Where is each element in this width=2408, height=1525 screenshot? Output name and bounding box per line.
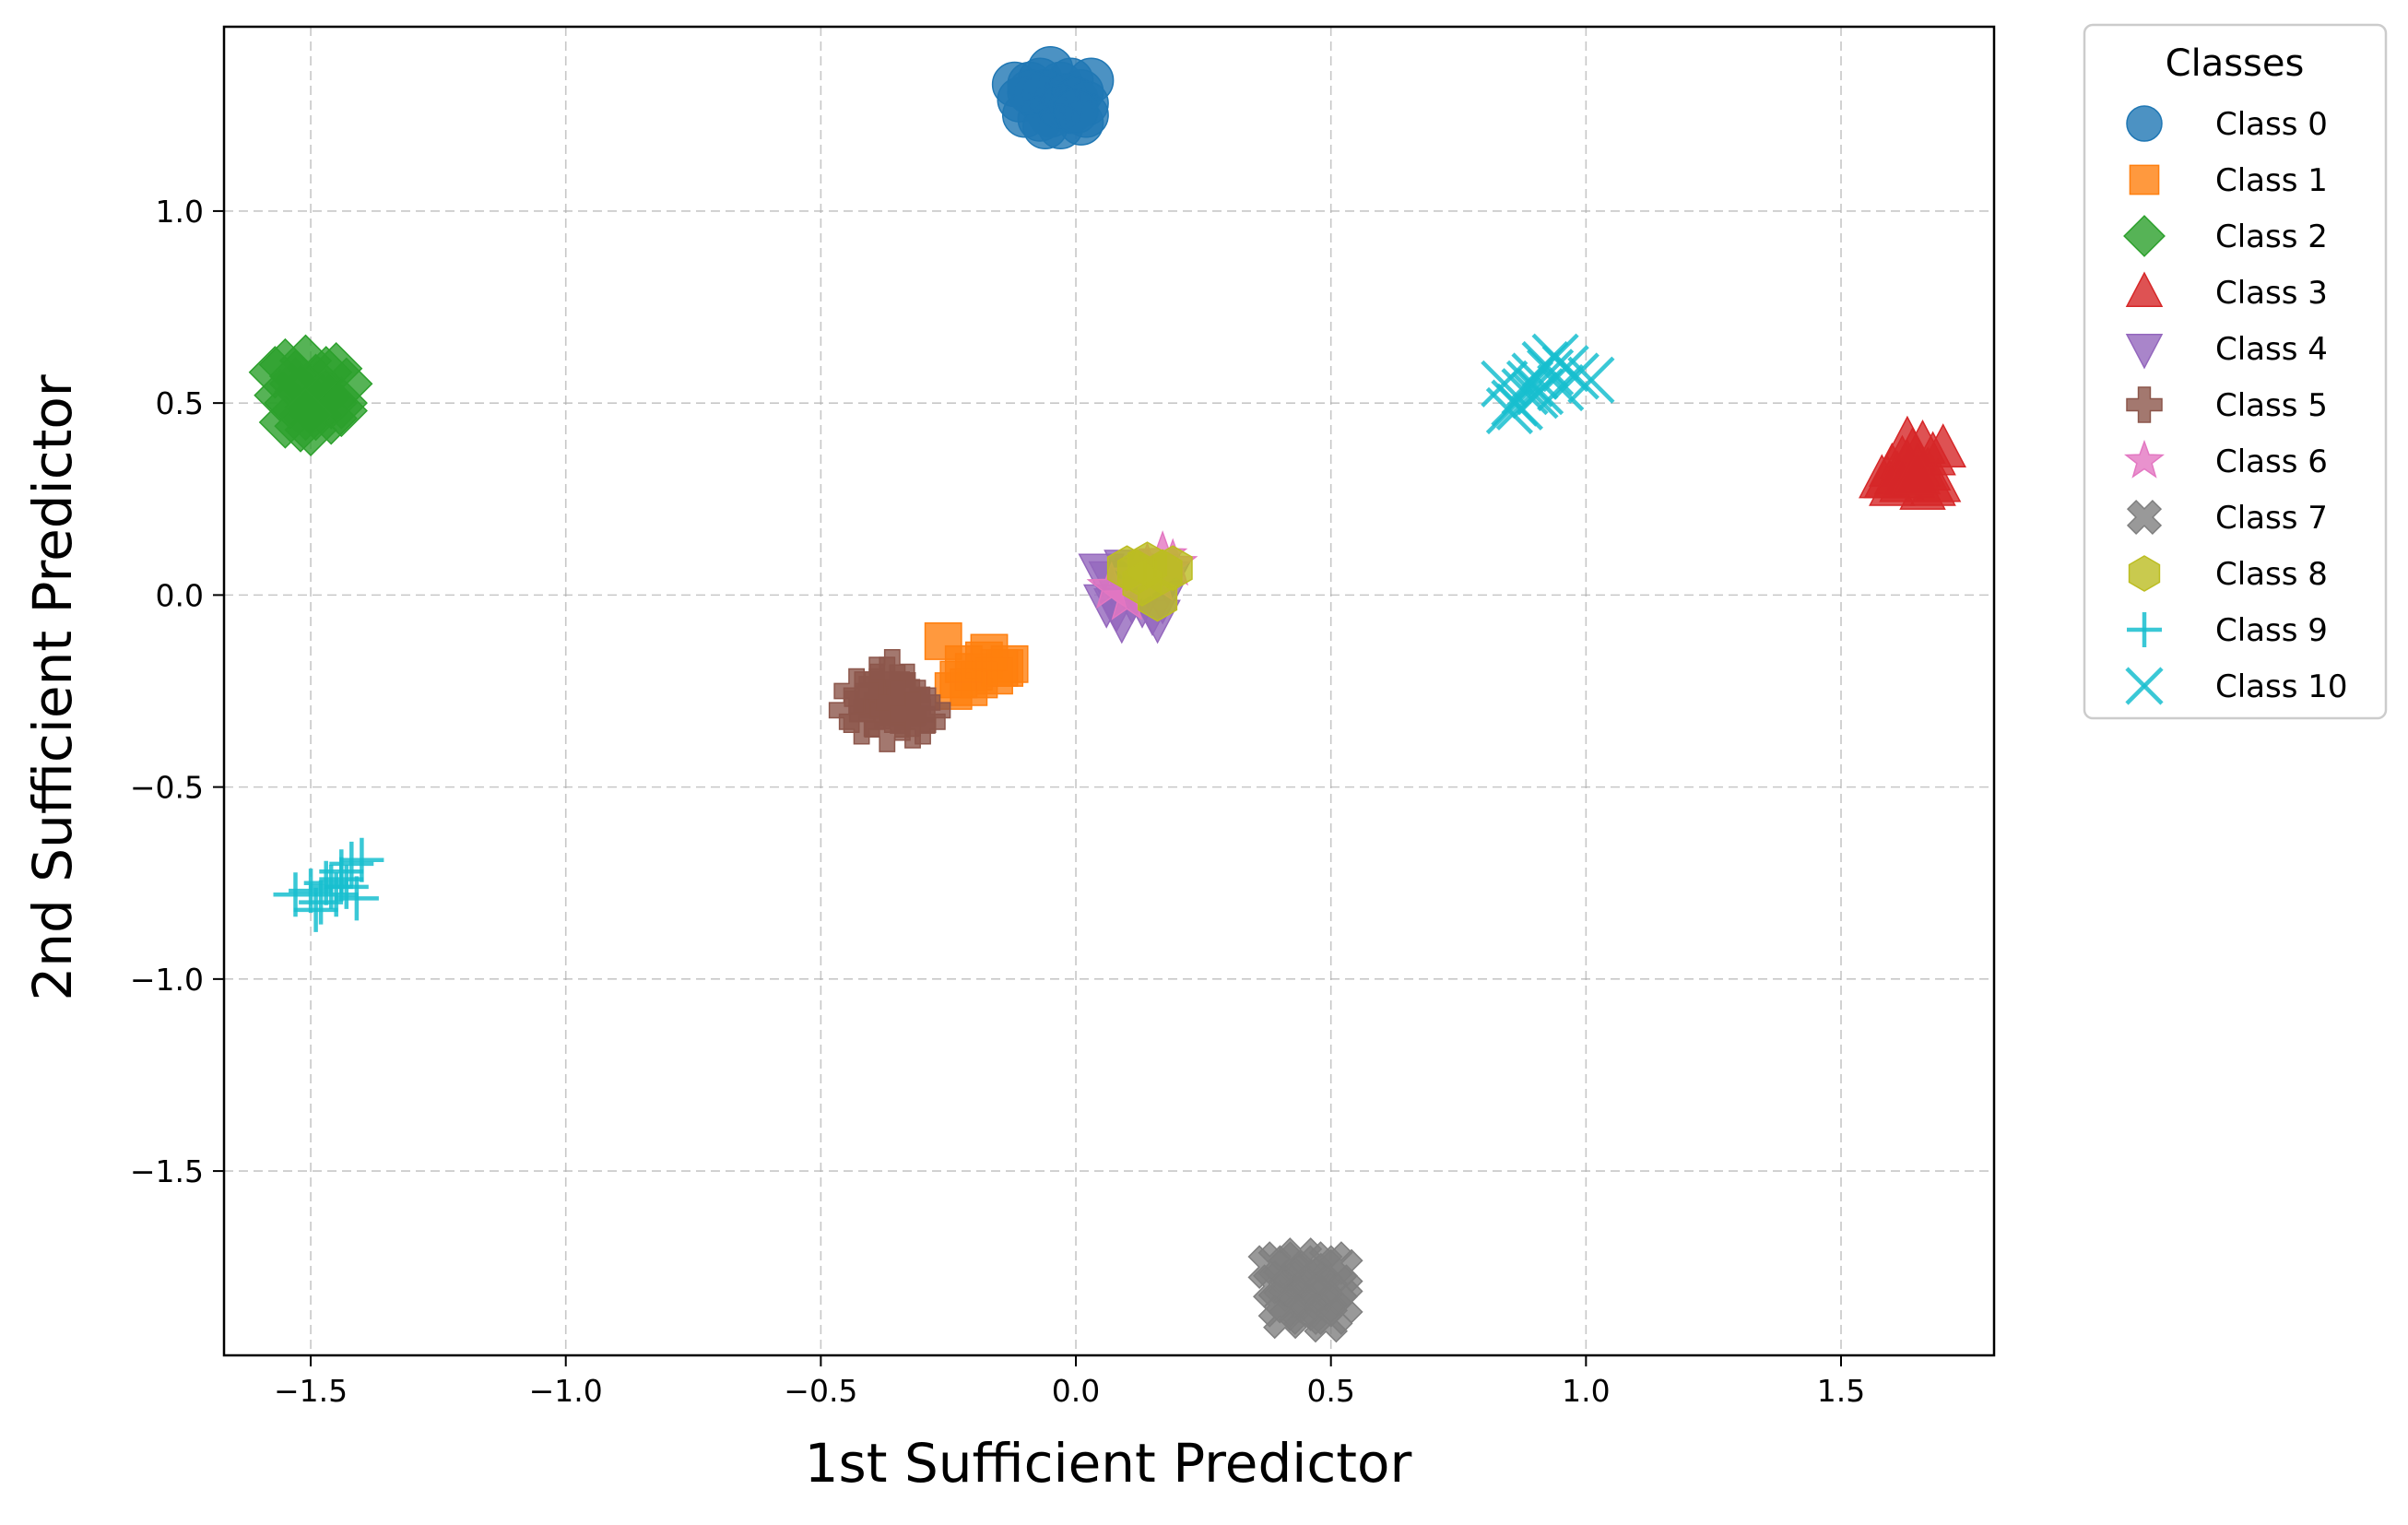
data-point xyxy=(1567,356,1615,404)
y-tick-label: 1.0 xyxy=(156,194,204,230)
data-point xyxy=(278,387,333,442)
legend-label: Class 5 xyxy=(2215,387,2328,424)
legend-label: Class 0 xyxy=(2215,106,2328,143)
series-class-10 xyxy=(1481,333,1615,435)
data-point xyxy=(1007,69,1053,115)
series-class-2 xyxy=(248,334,373,456)
plot-frame xyxy=(222,25,1996,1357)
marker-stroke xyxy=(1527,349,1575,396)
legend-item: Class 5 xyxy=(2126,386,2328,424)
series-class-0 xyxy=(991,46,1115,150)
y-tick-label: 0.5 xyxy=(156,385,204,421)
legend-marker xyxy=(2126,499,2163,536)
data-point xyxy=(1138,575,1178,622)
data-point xyxy=(329,841,374,886)
x-tick-label: 0.0 xyxy=(1052,1373,1100,1409)
legend-label: Class 6 xyxy=(2215,443,2328,480)
data-point xyxy=(970,633,1009,672)
legend-item: Class 3 xyxy=(2125,271,2328,312)
legend-label: Class 10 xyxy=(2215,668,2348,705)
x-tick-label: −0.5 xyxy=(784,1373,857,1409)
legend-label: Class 8 xyxy=(2215,556,2328,593)
legend-label: Class 7 xyxy=(2215,500,2328,537)
x-tick-label: 1.0 xyxy=(1562,1373,1610,1409)
legend-item: Class 4 xyxy=(2125,331,2328,370)
y-tick-label: −1.5 xyxy=(130,1153,204,1189)
legend-marker xyxy=(2129,164,2160,195)
legend-label: Class 2 xyxy=(2215,219,2328,255)
series-class-8 xyxy=(1106,541,1193,622)
data-point xyxy=(334,876,379,921)
data-point xyxy=(1511,372,1559,420)
legend-label: Class 9 xyxy=(2215,612,2328,649)
legend-marker xyxy=(2126,105,2163,142)
legend-marker xyxy=(2123,215,2166,257)
y-tick-label: 0.0 xyxy=(156,577,204,613)
data-point xyxy=(1883,415,1931,460)
series-class-7 xyxy=(1247,1237,1363,1343)
legend-title: Classes xyxy=(2166,42,2305,85)
series-class-5 xyxy=(828,648,951,752)
legend: Classes Class 0 Class 1 Class 2 Class 3 Clas… xyxy=(2083,23,2388,720)
legend-item: Class 9 xyxy=(2127,612,2328,649)
marker-stroke xyxy=(1485,386,1533,435)
legend-marker xyxy=(2124,439,2165,479)
legend-label: Class 3 xyxy=(2215,275,2328,312)
legend-item: Class 0 xyxy=(2126,105,2328,143)
marker-stroke xyxy=(1511,372,1559,420)
series-class-9 xyxy=(273,837,384,932)
x-tick-label: −1.5 xyxy=(274,1373,348,1409)
data-point xyxy=(1053,88,1099,135)
legend-item: Class 1 xyxy=(2129,162,2328,199)
data-point xyxy=(890,691,936,738)
legend-item: Class 7 xyxy=(2126,499,2328,537)
marker-stroke xyxy=(2125,667,2164,705)
data-point xyxy=(339,837,384,882)
axes: −1.5 −1.0 −0.5 0.0 0.5 1.0 1.5 1.0 0.5 0.0 −0.5 −1.… xyxy=(130,25,1996,1409)
legend-marker xyxy=(2125,334,2164,370)
legend-item: Class 8 xyxy=(2128,555,2328,593)
marker-stroke xyxy=(1567,356,1615,404)
legend-label: Class 4 xyxy=(2215,331,2328,368)
plot-area xyxy=(248,46,1966,1343)
legend-label: Class 1 xyxy=(2215,162,2328,199)
legend-marker xyxy=(2125,271,2164,307)
grid-lines xyxy=(224,27,1994,1355)
legend-item: Class 10 xyxy=(2125,667,2348,705)
series-class-3 xyxy=(1859,415,1966,510)
marker-stroke xyxy=(1552,352,1599,400)
legend-frame xyxy=(2083,23,2388,720)
legend-marker xyxy=(2127,612,2162,647)
legend-item: Class 6 xyxy=(2124,439,2328,480)
legend-item: Class 2 xyxy=(2123,215,2328,257)
x-axis-title: 1st Sufficient Predictor xyxy=(805,1432,1412,1495)
y-axis-title: 2nd Sufficient Predictor xyxy=(21,374,84,1000)
data-point xyxy=(1894,450,1942,495)
data-point xyxy=(1552,352,1599,400)
data-point xyxy=(1485,386,1533,435)
legend-marker xyxy=(2128,555,2161,592)
y-tick-label: −0.5 xyxy=(130,770,204,806)
data-point xyxy=(313,872,359,917)
data-point xyxy=(1304,1298,1349,1343)
x-tick-label: −1.0 xyxy=(529,1373,603,1409)
x-tick-label: 1.5 xyxy=(1817,1373,1865,1409)
legend-marker xyxy=(2125,667,2164,705)
data-point xyxy=(319,849,364,894)
x-tick-label: 0.5 xyxy=(1306,1373,1354,1409)
series-class-1 xyxy=(924,621,1029,710)
legend-marker xyxy=(2126,386,2163,423)
y-tick-label: −1.0 xyxy=(130,962,204,998)
data-point xyxy=(833,668,879,715)
